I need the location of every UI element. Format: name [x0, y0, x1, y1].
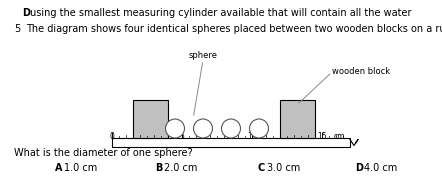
Circle shape	[249, 119, 268, 138]
Bar	[133, 100, 168, 138]
Text: 0: 0	[110, 132, 114, 141]
Text: wooden block: wooden block	[332, 68, 390, 76]
Text: C: C	[258, 163, 265, 173]
Circle shape	[221, 119, 240, 138]
Circle shape	[165, 119, 184, 138]
Text: D: D	[355, 163, 363, 173]
Text: using the smallest measuring cylinder available that will contain all the water: using the smallest measuring cylinder av…	[30, 8, 412, 18]
Text: 10: 10	[247, 132, 257, 141]
Text: B: B	[155, 163, 162, 173]
Text: D: D	[22, 8, 30, 18]
Text: cm: cm	[333, 132, 345, 141]
Text: 4.0 cm: 4.0 cm	[364, 163, 397, 173]
Bar	[280, 100, 315, 138]
Text: 5: 5	[179, 132, 184, 141]
Text: 5: 5	[14, 24, 20, 34]
Text: 3.0 cm: 3.0 cm	[267, 163, 300, 173]
Text: A: A	[55, 163, 62, 173]
Bar	[112, 138, 350, 147]
Text: 1.0 cm: 1.0 cm	[64, 163, 97, 173]
Circle shape	[194, 119, 213, 138]
Text: What is the diameter of one sphere?: What is the diameter of one sphere?	[14, 148, 193, 158]
Text: 2.0 cm: 2.0 cm	[164, 163, 198, 173]
Text: 15: 15	[317, 132, 327, 141]
Text: The diagram shows four identical spheres placed between two wooden blocks on a r: The diagram shows four identical spheres…	[26, 24, 442, 34]
Text: sphere: sphere	[188, 51, 217, 60]
